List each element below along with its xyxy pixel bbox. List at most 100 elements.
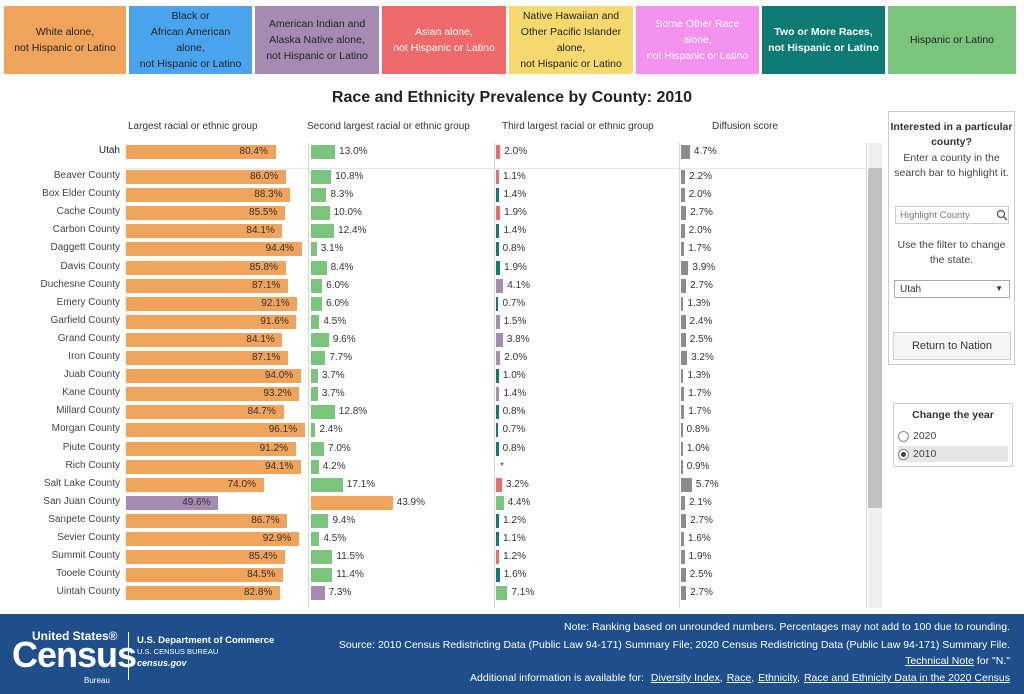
table-row[interactable]: Emery County 92.1% 6.0% 0.7% 1.3% (0, 295, 870, 313)
diffusion-bar[interactable] (681, 477, 692, 492)
largest-group-bar[interactable] (126, 296, 298, 311)
largest-group-bar[interactable] (126, 495, 219, 510)
table-row[interactable]: Piute County 91.2% 7.0% 0.8% 1.0% (0, 440, 870, 458)
legend-item[interactable]: Some Other Race alone, not Hispanic or L… (636, 6, 759, 74)
second-group-bar[interactable] (311, 206, 330, 221)
table-row[interactable]: Kane County 93.2% 3.7% 1.4% 1.7% (0, 385, 870, 403)
diffusion-bar[interactable] (681, 206, 687, 221)
second-group-bar[interactable] (311, 387, 318, 402)
table-row[interactable]: Garfield County 91.6% 4.5% 1.5% 2.4% (0, 313, 870, 331)
third-group-bar[interactable] (496, 188, 500, 203)
largest-group-bar[interactable] (126, 477, 264, 492)
table-row[interactable]: Rich County 94.1% 4.2% * 0.9% (0, 458, 870, 476)
third-group-bar[interactable] (496, 550, 500, 565)
footer-link[interactable]: Race (726, 672, 752, 684)
second-group-bar[interactable] (311, 260, 327, 275)
largest-group-bar[interactable] (126, 278, 288, 293)
diffusion-bar[interactable] (681, 170, 686, 184)
largest-group-bar[interactable] (126, 513, 288, 528)
diffusion-bar[interactable] (681, 423, 683, 438)
diffusion-bar[interactable] (681, 513, 687, 528)
legend-item[interactable]: Black or African American alone, not His… (129, 6, 252, 74)
third-group-bar[interactable] (496, 296, 499, 311)
second-group-bar[interactable] (311, 459, 319, 474)
diffusion-bar[interactable] (681, 224, 685, 239)
third-group-bar[interactable] (496, 532, 500, 546)
year-radio-2010[interactable]: 2010 (898, 446, 1008, 462)
diffusion-bar[interactable] (681, 586, 687, 601)
third-group-bar[interactable] (496, 242, 499, 257)
third-group-bar[interactable] (496, 145, 501, 159)
table-row[interactable]: Grand County 84.1% 9.6% 3.8% 2.5% (0, 331, 870, 349)
legend-item[interactable]: Native Hawaiian and Other Pacific Island… (509, 6, 633, 74)
third-group-bar[interactable] (496, 477, 502, 492)
footer-link[interactable]: Race and Ethnicity Data in the 2020 Cens… (803, 672, 1010, 684)
second-group-bar[interactable] (311, 351, 326, 365)
highlight-county-input[interactable] (895, 206, 1009, 224)
largest-group-bar[interactable] (126, 224, 283, 239)
table-row[interactable]: Daggett County 94.4% 3.1% 0.8% 1.7% (0, 240, 870, 258)
third-group-bar[interactable] (496, 369, 499, 384)
year-radio-2020[interactable]: 2020 (898, 428, 1008, 444)
diffusion-bar[interactable] (681, 568, 686, 583)
largest-group-bar[interactable] (126, 351, 288, 365)
largest-group-bar[interactable] (126, 206, 286, 221)
diffusion-bar[interactable] (681, 351, 688, 365)
table-row[interactable]: Iron County 87.1% 7.7% 2.0% 3.2% (0, 349, 870, 367)
largest-group-bar[interactable] (126, 550, 285, 565)
largest-group-bar[interactable] (126, 568, 284, 583)
second-group-bar[interactable] (311, 441, 325, 456)
diffusion-bar[interactable] (681, 532, 685, 546)
third-group-bar[interactable] (496, 405, 499, 420)
largest-group-bar[interactable] (126, 242, 302, 257)
largest-group-bar[interactable] (126, 369, 301, 384)
largest-group-bar[interactable] (126, 260, 286, 275)
diffusion-bar[interactable] (681, 260, 689, 275)
scrollbar-thumb[interactable] (868, 168, 882, 508)
third-group-bar[interactable] (496, 260, 501, 275)
table-row[interactable]: Morgan County 96.1% 2.4% 0.7% 0.8% (0, 421, 870, 439)
second-group-bar[interactable] (311, 586, 325, 601)
table-row[interactable]: Sanpete County 86.7% 9.4% 1.2% 2.7% (0, 512, 870, 530)
table-row[interactable]: Juab County 94.0% 3.7% 1.0% 1.3% (0, 367, 870, 385)
table-row[interactable]: Summit County 85.4% 11.5% 1.2% 1.9% (0, 548, 870, 566)
second-group-bar[interactable] (311, 369, 318, 384)
legend-item[interactable]: White alone, not Hispanic or Latino (4, 6, 126, 74)
second-group-bar[interactable] (311, 296, 323, 311)
diffusion-bar[interactable] (681, 459, 683, 474)
table-row[interactable]: Tooele County 84.5% 11.4% 1.6% 2.5% (0, 566, 870, 584)
third-group-bar[interactable] (496, 495, 504, 510)
second-group-bar[interactable] (311, 477, 343, 492)
table-row[interactable]: San Juan County 49.6% 43.9% 4.4% 2.1% (0, 494, 870, 512)
second-group-bar[interactable] (311, 170, 332, 184)
second-group-bar[interactable] (311, 513, 329, 528)
census-logo[interactable]: Census (12, 634, 137, 675)
table-row[interactable]: Millard County 84.7% 12.8% 0.8% 1.7% (0, 403, 870, 421)
legend-item[interactable]: Two or More Races, not Hispanic or Latin… (762, 6, 885, 74)
diffusion-bar[interactable] (681, 145, 690, 159)
technical-note-link[interactable]: Technical Note (905, 655, 974, 667)
largest-group-bar[interactable] (126, 170, 286, 184)
third-group-bar[interactable] (496, 170, 500, 184)
second-group-bar[interactable] (311, 568, 333, 583)
table-row[interactable]: Duchesne County 87.1% 6.0% 4.1% 2.7% (0, 277, 870, 295)
diffusion-bar[interactable] (681, 550, 685, 565)
second-group-bar[interactable] (311, 495, 393, 510)
table-row[interactable]: Uintah County 82.8% 7.3% 7.1% 2.7% (0, 584, 870, 602)
third-group-bar[interactable] (496, 568, 500, 583)
table-row[interactable]: Beaver County 86.0% 10.8% 1.1% 2.2% (0, 168, 870, 186)
legend-item[interactable]: Asian alone, not Hispanic or Latino (382, 6, 506, 74)
footer-link[interactable]: Diversity Index (650, 672, 720, 684)
largest-group-bar[interactable] (126, 145, 276, 159)
footer-link[interactable]: Ethnicity (758, 672, 798, 684)
table-row[interactable]: Sevier County 92.9% 4.5% 1.1% 1.6% (0, 530, 870, 548)
diffusion-bar[interactable] (681, 495, 685, 510)
diffusion-bar[interactable] (681, 369, 684, 384)
largest-group-bar[interactable] (126, 188, 291, 203)
second-group-bar[interactable] (311, 405, 335, 420)
largest-group-bar[interactable] (126, 423, 305, 438)
second-group-bar[interactable] (311, 423, 316, 438)
second-group-bar[interactable] (311, 332, 329, 347)
diffusion-bar[interactable] (681, 314, 686, 329)
return-to-nation-button[interactable]: Return to Nation (893, 332, 1011, 360)
